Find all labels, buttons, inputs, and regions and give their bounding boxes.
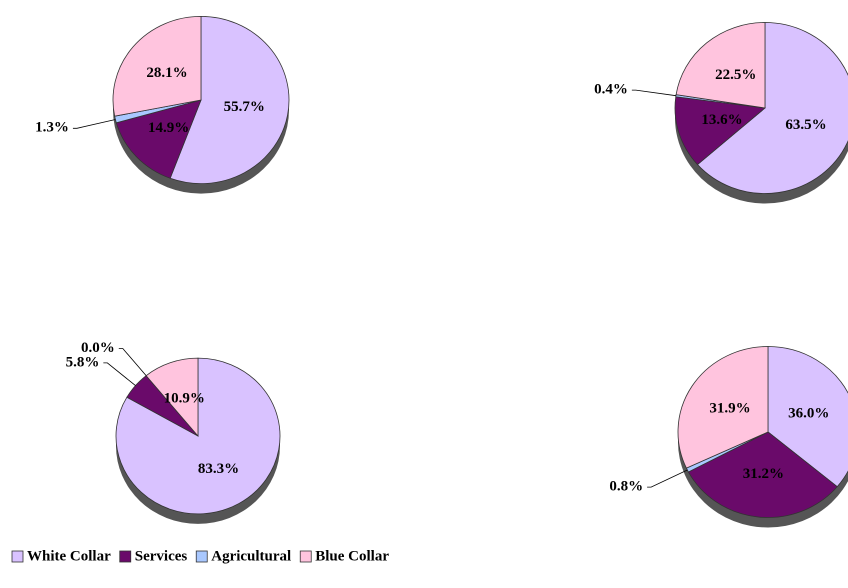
pie: 63.5% 13.6% 0.4% 22.5% [594, 22, 848, 204]
data-label: 31.9% [709, 400, 750, 416]
leader-line [72, 119, 116, 129]
data-label: 63.5% [785, 117, 826, 133]
data-label: 55.7% [224, 99, 265, 115]
leader-line [103, 362, 136, 386]
pie: 83.3% 5.8%0.0% 10.9% [66, 340, 281, 524]
legend-swatch [299, 550, 312, 563]
pie-slice [675, 22, 766, 109]
data-label: 28.1% [146, 65, 187, 81]
pie-slice [677, 346, 769, 469]
legend-swatch [195, 550, 208, 563]
legend-label: Services [135, 548, 188, 564]
legend-label: Blue Collar [315, 548, 389, 564]
pie-slice [145, 357, 199, 438]
pie-slice [112, 15, 202, 117]
leader-line [647, 469, 688, 488]
data-label: 5.8% [66, 354, 100, 370]
data-label: 10.9% [164, 391, 205, 407]
pie-slice [115, 99, 202, 179]
data-label: 14.9% [148, 120, 189, 136]
pie-slice [767, 346, 848, 488]
legend-swatch [11, 550, 24, 563]
data-label: 22.5% [715, 67, 756, 83]
legend-swatch [119, 550, 132, 563]
legend-label: White Collar [27, 548, 111, 564]
data-label: 83.3% [198, 461, 239, 477]
legend-label: Agricultural [211, 548, 291, 564]
pie-slice [696, 22, 848, 194]
pie-slice [674, 96, 766, 166]
data-label: 31.2% [743, 466, 784, 482]
data-label: 0.8% [609, 479, 643, 495]
data-label: 36.0% [788, 405, 829, 421]
leader-line [118, 348, 147, 376]
pie: 36.0% 31.2% 0.8% 31.9% [609, 346, 848, 528]
pie: 55.7% 14.9% 1.3% 28.1% [35, 15, 290, 194]
data-label: 0.4% [594, 82, 628, 98]
data-label: 13.6% [701, 112, 742, 128]
leader-line [631, 89, 676, 97]
pie-slice [169, 15, 290, 184]
data-label: 1.3% [35, 120, 69, 136]
data-label: 0.0% [81, 340, 115, 356]
